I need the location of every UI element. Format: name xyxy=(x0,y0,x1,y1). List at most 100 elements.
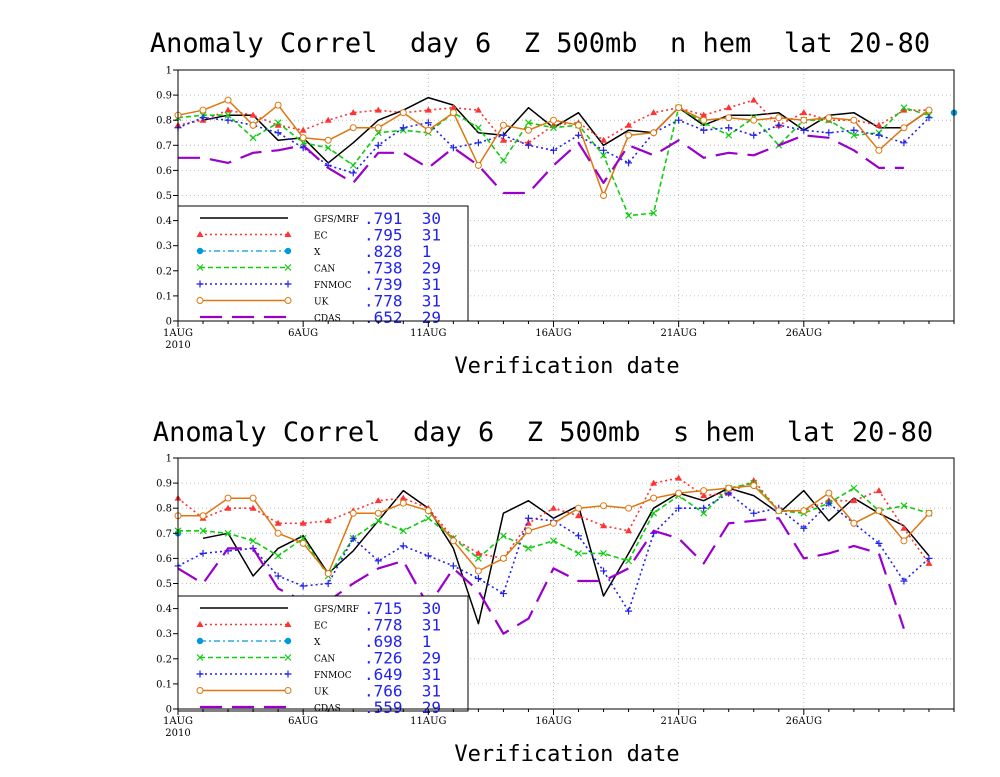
data-point-can xyxy=(349,161,357,169)
data-point-ec xyxy=(575,512,583,519)
sh-x-axis-label: Verification date xyxy=(454,742,679,767)
data-point-uk xyxy=(349,509,357,517)
legend-marker xyxy=(196,654,204,661)
legend-series-name: EC xyxy=(314,622,328,632)
legend-marker xyxy=(284,231,292,237)
y-tick-label: 0.2 xyxy=(156,654,172,665)
legend-marker xyxy=(196,280,204,288)
legend-series-stats: .652 29 xyxy=(364,308,441,327)
nh-x-axis-label: Verification date xyxy=(454,354,679,379)
legend-box xyxy=(177,595,469,712)
data-point-can xyxy=(474,554,482,562)
legend-marker xyxy=(284,264,292,271)
legend-series-name: GFS/MRF xyxy=(314,605,359,615)
data-point-uk xyxy=(274,529,282,537)
data-point-uk xyxy=(650,129,658,137)
data-point-uk xyxy=(800,507,808,515)
legend-marker xyxy=(196,687,204,694)
data-point-uk xyxy=(399,499,407,507)
data-point-uk xyxy=(900,537,908,545)
legend-series-name: CDAS xyxy=(314,314,341,324)
data-point-ec xyxy=(875,121,883,128)
data-point-can xyxy=(224,111,232,119)
data-point-uk xyxy=(199,106,207,114)
data-point-ec xyxy=(850,497,858,504)
data-point-uk xyxy=(600,502,608,510)
data-point-fnmoc xyxy=(399,124,407,132)
data-point-fnmoc xyxy=(224,116,232,124)
data-point-uk xyxy=(625,504,633,512)
data-point-fnmoc xyxy=(274,129,282,137)
legend-marker xyxy=(196,297,204,304)
x-tick-label: 16AUG xyxy=(535,328,571,339)
data-point-uk xyxy=(249,494,257,502)
y-tick-label: 0.6 xyxy=(156,554,172,565)
data-point-ec xyxy=(650,479,658,486)
data-point-uk xyxy=(600,192,608,199)
sh-axis-ticks: 00.10.20.30.40.50.60.70.80.911AUG20106AU… xyxy=(156,454,955,739)
data-point-uk xyxy=(700,487,708,495)
data-point-ec xyxy=(625,527,633,534)
data-point-ec xyxy=(299,519,307,526)
data-point-uk xyxy=(625,131,633,139)
data-point-ec xyxy=(349,109,357,116)
legend-series-stats: .795 31 xyxy=(364,226,441,245)
data-point-ec xyxy=(650,109,658,116)
data-point-ec xyxy=(625,121,633,128)
data-point-fnmoc xyxy=(675,504,683,512)
legend-series-stats: .726 29 xyxy=(364,649,441,668)
series-line-gfs-mrf xyxy=(202,487,930,625)
data-point-uk xyxy=(700,116,708,124)
legend-series-name: X xyxy=(314,638,321,648)
data-point-ec xyxy=(600,522,608,529)
data-point-fnmoc xyxy=(800,524,808,532)
data-point-ec xyxy=(675,474,683,481)
data-point-ec xyxy=(800,109,808,116)
data-point-can xyxy=(700,509,708,517)
y-tick-label: 0.3 xyxy=(156,241,172,252)
data-point-uk xyxy=(399,109,407,117)
data-point-can xyxy=(550,124,557,132)
data-point-ec xyxy=(374,106,382,113)
data-point-can xyxy=(525,119,532,127)
data-point-fnmoc xyxy=(474,574,482,582)
data-point-uk xyxy=(524,126,532,134)
data-point-uk xyxy=(800,116,808,124)
legend-series-name: GFS/MRF xyxy=(314,215,359,225)
data-point-uk xyxy=(725,114,733,122)
data-point-can xyxy=(224,529,232,537)
data-point-ec xyxy=(299,126,307,133)
data-point-ec xyxy=(324,116,332,123)
legend-box xyxy=(177,205,469,322)
data-point-fnmoc xyxy=(324,580,332,587)
x-tick-label: 16AUG xyxy=(535,716,571,727)
data-point-uk xyxy=(299,539,307,547)
data-point-uk xyxy=(925,509,933,517)
data-point-fnmoc xyxy=(800,126,808,134)
data-point-fnmoc xyxy=(449,144,457,152)
x-tick-label: 11AUG xyxy=(410,716,446,727)
data-point-can xyxy=(249,134,257,142)
data-point-fnmoc xyxy=(349,534,357,542)
data-point-uk xyxy=(875,507,883,515)
legend-series-stats: .739 31 xyxy=(364,275,441,294)
y-tick-label: 0.6 xyxy=(156,166,172,177)
data-point-ec xyxy=(875,487,883,494)
data-point-fnmoc xyxy=(575,532,583,540)
data-point-fnmoc xyxy=(424,119,432,127)
y-tick-label: 0.9 xyxy=(156,91,172,102)
data-point-can xyxy=(900,502,908,510)
data-point-can xyxy=(474,124,482,132)
data-point-ec xyxy=(424,106,432,113)
data-point-uk xyxy=(224,494,232,502)
data-point-fnmoc xyxy=(875,131,883,139)
data-point-fnmoc xyxy=(675,116,683,124)
data-point-uk xyxy=(675,489,683,497)
data-point-fnmoc xyxy=(199,114,207,122)
data-point-ec xyxy=(274,121,282,128)
data-point-uk xyxy=(575,504,583,512)
data-point-uk xyxy=(474,567,482,575)
data-point-ec xyxy=(700,111,708,118)
data-point-fnmoc xyxy=(524,514,532,522)
data-point-uk xyxy=(299,134,307,142)
